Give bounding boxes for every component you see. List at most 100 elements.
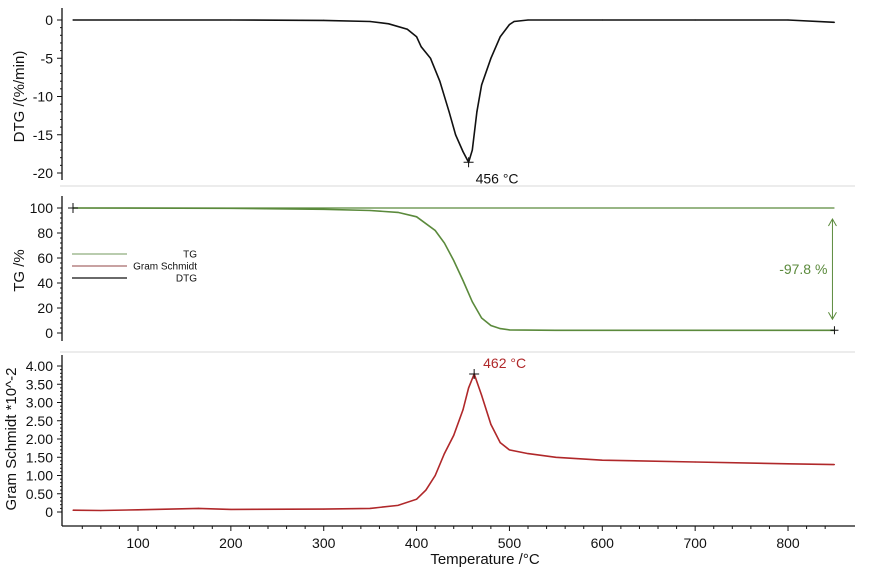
- data-point: [555, 456, 557, 458]
- data-point: [694, 19, 696, 21]
- data-point: [443, 242, 446, 244]
- data-point: [508, 23, 511, 26]
- series-line: [73, 19, 835, 165]
- data-point: [833, 463, 836, 466]
- data-point: [454, 134, 457, 136]
- data-point: [499, 328, 501, 330]
- y-tick-label: 2.00: [26, 431, 53, 447]
- data-point: [480, 394, 483, 396]
- mass-loss-annotation: -97.8 %: [779, 261, 827, 277]
- data-point: [471, 149, 473, 151]
- y-tick-label: 0: [45, 504, 53, 520]
- y-tick-label: 80: [37, 225, 53, 241]
- data-point: [197, 507, 199, 509]
- data-point: [429, 57, 432, 59]
- x-tick-label: 700: [683, 535, 707, 551]
- dtg-panel: 0 -5 -10 -15 -20 DTG /(%/min) 456 °C: [11, 8, 836, 186]
- data-point: [601, 459, 603, 461]
- peak-annotation: 462 °C: [483, 355, 526, 371]
- data-point: [434, 229, 436, 232]
- data-point: [513, 20, 515, 23]
- y-tick-label: -20: [33, 165, 53, 181]
- y-tick-label: -5: [41, 50, 54, 66]
- data-point: [601, 19, 603, 21]
- data-point: [555, 329, 557, 331]
- data-point: [490, 423, 492, 425]
- y-tick-label: 1.00: [26, 468, 53, 484]
- data-point: [499, 442, 501, 444]
- data-point: [397, 211, 399, 213]
- data-point: [527, 453, 529, 455]
- data-point: [439, 80, 441, 82]
- y-axis-label: DTG /(%/min): [11, 51, 28, 143]
- end-marker: [830, 326, 839, 335]
- data-point: [462, 279, 464, 282]
- data-point: [527, 19, 529, 21]
- data-point: [137, 509, 139, 511]
- data-point: [72, 19, 74, 21]
- data-point: [499, 36, 501, 38]
- data-point: [425, 489, 427, 491]
- data-point: [462, 150, 464, 153]
- y-tick-label: 0: [45, 325, 53, 341]
- legend-label: DTG: [176, 274, 197, 285]
- data-point: [323, 208, 325, 210]
- data-point: [397, 504, 399, 507]
- data-point: [448, 111, 450, 113]
- start-marker: [67, 203, 78, 213]
- data-point: [508, 329, 511, 331]
- y-tick-label: 4.00: [26, 358, 53, 374]
- data-point: [415, 216, 418, 218]
- data-point: [434, 474, 436, 477]
- y-tick-label: 0.50: [26, 486, 53, 502]
- y-tick-label: 3.00: [26, 395, 53, 411]
- data-point: [406, 28, 408, 30]
- data-point: [443, 453, 446, 455]
- data-point: [230, 508, 232, 511]
- data-point: [369, 20, 371, 23]
- data-point: [480, 317, 483, 319]
- x-tick-label: 600: [591, 535, 615, 551]
- data-point: [490, 324, 492, 327]
- y-axis-label: TG /%: [11, 249, 28, 292]
- data-point: [369, 209, 371, 212]
- x-tick-label: 400: [405, 535, 429, 551]
- arrow-heads: [828, 217, 837, 321]
- data-point: [72, 509, 74, 511]
- data-point: [230, 207, 232, 209]
- x-axis-label: Temperature /°C: [430, 551, 540, 568]
- data-point: [453, 259, 455, 262]
- data-point: [833, 21, 836, 23]
- data-point: [369, 507, 371, 509]
- y-tick-label: 100: [30, 200, 54, 216]
- data-point: [323, 19, 325, 21]
- legend-label: TG: [183, 250, 197, 261]
- series-line: [72, 371, 835, 512]
- x-tick-label: 300: [312, 535, 336, 551]
- x-tick-label: 800: [776, 535, 800, 551]
- y-axis-label: Gram Schmidt *10^-2: [3, 368, 20, 511]
- y-tick-label: 20: [37, 300, 53, 316]
- peak-marker: [463, 157, 474, 168]
- y-tick-label: -15: [33, 127, 53, 143]
- data-point: [230, 19, 232, 21]
- data-point: [694, 461, 696, 463]
- y-tick-label: 1.50: [26, 449, 53, 465]
- data-point: [490, 57, 492, 59]
- data-point: [471, 301, 473, 303]
- y-tick-label: 2.50: [26, 413, 53, 429]
- peak-marker: [469, 369, 480, 380]
- data-point: [100, 509, 102, 512]
- data-point: [388, 23, 390, 25]
- data-point: [787, 19, 789, 21]
- y-tick-label: 0: [45, 12, 53, 28]
- data-point: [462, 409, 464, 411]
- data-point: [137, 19, 139, 21]
- data-point: [480, 84, 483, 86]
- data-point: [453, 434, 455, 436]
- x-tick-label: 500: [498, 535, 522, 551]
- data-point: [415, 498, 418, 500]
- data-point: [420, 46, 422, 48]
